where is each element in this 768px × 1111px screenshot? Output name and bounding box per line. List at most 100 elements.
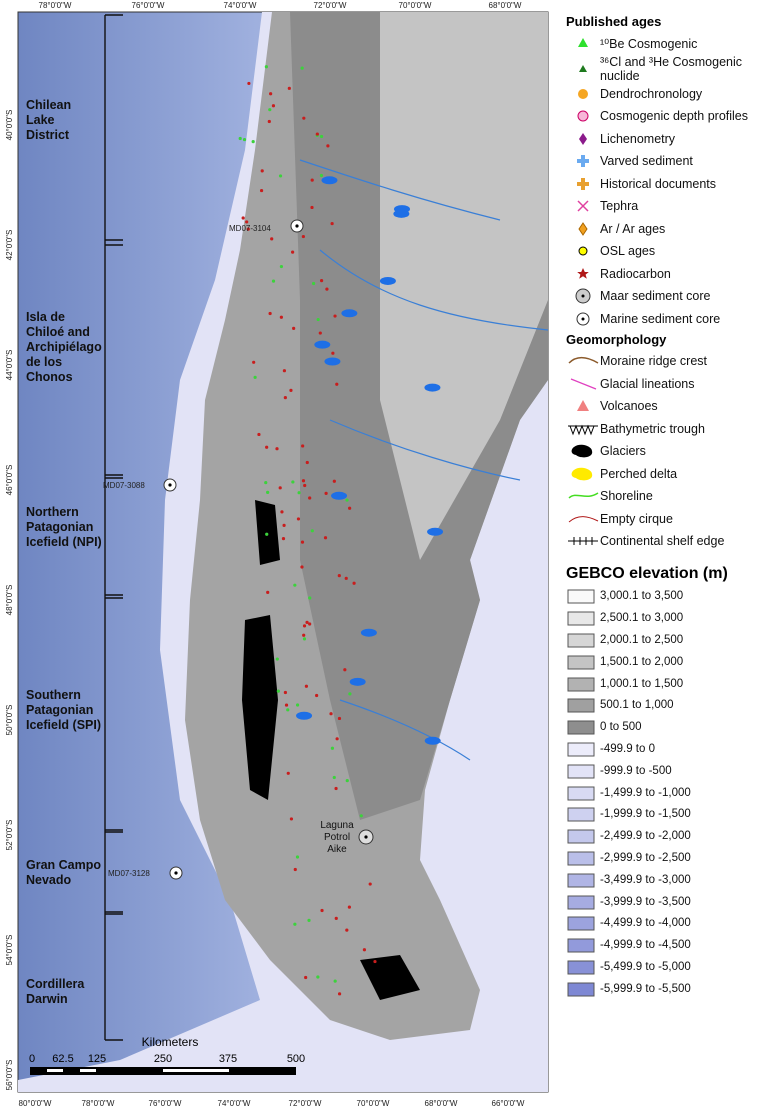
legend-item: -2,999.9 to -2,500: [566, 847, 766, 869]
marker: [348, 692, 352, 696]
marker: [271, 279, 276, 283]
core-label: Aike: [327, 844, 347, 855]
marker: [264, 481, 268, 485]
marker: [308, 496, 312, 500]
lake: [341, 309, 358, 318]
marker: [245, 220, 249, 224]
legend-label: Radiocarbon: [600, 266, 671, 281]
legend-symbol: [567, 611, 595, 626]
marker: [301, 234, 305, 239]
marker: [287, 86, 291, 90]
marker: [291, 250, 295, 254]
legend-item: -999.9 to -500: [566, 760, 766, 782]
legend-label: Glacial lineations: [600, 376, 695, 391]
legend-label: Shoreline: [600, 489, 653, 504]
marker: [253, 375, 257, 379]
marker: [344, 576, 348, 580]
legend-symbol: [576, 312, 590, 326]
marker: [337, 716, 342, 721]
legend-label: -3,999.9 to -3,500: [600, 895, 691, 908]
legend-item: 0 to 500: [566, 716, 766, 738]
core-label: MD07-3128: [108, 869, 150, 878]
marker: [305, 460, 309, 465]
legend-label: -1,999.9 to -1,500: [600, 808, 691, 821]
legend-label: Continental shelf edge: [600, 534, 725, 549]
legend-label: -3,499.9 to -3,000: [600, 873, 691, 886]
marker: [319, 279, 324, 283]
marker: [278, 486, 282, 490]
lon-label: 72°0'0"W: [314, 1, 347, 10]
lake: [393, 209, 410, 218]
lat-label: 38°0'0"S: [554, 10, 555, 41]
legend-item: 1,000.1 to 1,500: [566, 673, 766, 695]
marker: [275, 447, 279, 451]
marker: [343, 668, 347, 672]
glaciers: [242, 500, 420, 1000]
region-label: Isla de Chiloé and Archipiélago de los Chono…: [26, 310, 102, 385]
marker: [297, 491, 301, 495]
legend-item: 500.1 to 1,000: [566, 694, 766, 716]
legend-label: -4,999.9 to -4,500: [600, 939, 691, 952]
legend-item: -2,499.9 to -2,000: [566, 825, 766, 847]
legend-section: Geomorphology Moraine ridge crest Glacial …: [566, 332, 766, 553]
lat-label: 52°0'0"S: [5, 820, 14, 851]
marker: [271, 104, 276, 108]
lake: [424, 383, 441, 392]
legend-symbol: [578, 246, 588, 256]
core-dot: [174, 871, 178, 875]
legend-item: -5,499.9 to -5,000: [566, 956, 766, 978]
marker: [319, 173, 324, 178]
scale-title: Kilometers: [142, 1035, 199, 1049]
marker: [319, 134, 324, 139]
marker: [265, 532, 269, 536]
scale-label: 250: [154, 1053, 172, 1065]
lon-label: 70°0'0"W: [357, 1099, 390, 1108]
region-line: Cordillera: [26, 977, 85, 991]
lake: [349, 677, 366, 686]
lon-label: 72°0'0"W: [289, 1099, 322, 1108]
region-line: de los: [26, 355, 63, 369]
lake: [324, 357, 341, 366]
marker: [293, 867, 297, 872]
legend-label: ³⁶Cl and ³He Cosmogenic nuclide: [600, 54, 743, 83]
lon-label: 68°0'0"W: [489, 1, 522, 10]
region-label: Chilean Lake District: [26, 98, 71, 143]
legend-symbol: [567, 895, 595, 910]
legend-label: Varved sediment: [600, 154, 693, 169]
marker: [326, 144, 330, 148]
marker: [266, 590, 270, 594]
legend-item: Bathymetric trough: [566, 418, 766, 441]
legend-item: Marine sediment core: [566, 308, 766, 331]
region-line: Icefield (SPI): [26, 718, 102, 732]
legend-item: Glacial lineations: [566, 373, 766, 396]
legend: Published ages ¹⁰Be Cosmogenic ³⁶Cl and ³H…: [566, 12, 766, 1000]
legend-label: -999.9 to -500: [600, 764, 672, 777]
lon-label: 76°0'0"W: [149, 1099, 182, 1108]
legend-heading: GEBCO elevation (m): [566, 564, 728, 582]
legend-item: Perched delta: [566, 463, 766, 486]
marker: [324, 491, 328, 495]
legend-item: Maar sediment core: [566, 285, 766, 308]
marker: [312, 281, 316, 286]
marker: [310, 529, 314, 533]
legend-label: -499.9 to 0: [600, 742, 655, 755]
core-dot: [295, 224, 299, 228]
lat-label: 40°0'0"S: [554, 130, 555, 161]
marker: [269, 92, 273, 96]
marker: [332, 479, 336, 483]
lake: [321, 176, 338, 185]
legend-item: 2,000.1 to 2,500: [566, 629, 766, 651]
marker: [292, 326, 296, 330]
legend-item: Glaciers: [566, 440, 766, 463]
marker: [316, 317, 320, 322]
region-line: Nevado: [26, 873, 72, 887]
legend-symbol: [577, 200, 589, 212]
marker: [330, 221, 334, 226]
lat-label: 42°0'0"S: [5, 230, 14, 261]
legend-item: -1,499.9 to -1,000: [566, 782, 766, 804]
legend-section: GEBCO elevation (m) 3,000.1 to 3,500 2,500…: [566, 565, 766, 1000]
legend-item: Tephra: [566, 195, 766, 218]
marker: [368, 882, 372, 886]
marker: [286, 708, 290, 712]
legend-symbol: [567, 677, 595, 692]
